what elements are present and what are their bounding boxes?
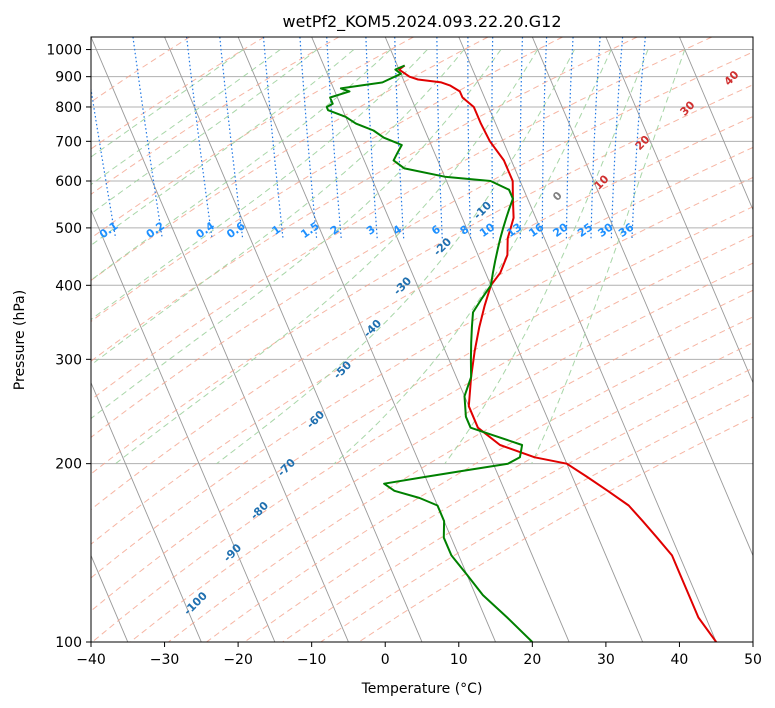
isotherm-line: [164, 37, 423, 642]
moist-adiabat-line: [91, 49, 465, 366]
isotherm-line: [679, 37, 753, 212]
dry-adiabat-line: [129, 262, 753, 642]
y-tick-label: 800: [55, 100, 82, 116]
dry-adiabat-line: [91, 115, 753, 511]
isotherm-line: [458, 37, 717, 642]
mixing-ratio-line: [186, 37, 213, 239]
x-tick-label: 40: [671, 652, 689, 668]
moist-adiabat-line: [216, 49, 575, 465]
mixing-ratio-line: [365, 37, 378, 239]
mixing-ratio-line: [491, 37, 494, 239]
x-tick-label: 0: [381, 652, 390, 668]
moist-adiabat-line: [91, 49, 502, 420]
mixing-ratio-line: [326, 37, 342, 239]
dry-adiabat-line: [168, 289, 753, 642]
y-tick-label: 500: [55, 221, 82, 237]
moist-adiabat-line: [91, 49, 428, 321]
mixing-ratio-line: [541, 37, 548, 239]
dry-adiabat-line: [91, 37, 638, 362]
x-tick-label: 30: [597, 652, 615, 668]
dry-adiabat-line: [282, 367, 753, 642]
y-tick-label: 600: [55, 174, 82, 190]
mixing-ratio-line: [610, 37, 624, 239]
dry-adiabat-line: [91, 37, 563, 323]
mixing-ratio-line: [394, 37, 405, 239]
moist-adiabat-line: [91, 49, 244, 158]
mixing-ratio-line: [299, 37, 318, 239]
x-tick-label: −10: [297, 652, 327, 668]
mixing-ratio-line: [467, 37, 472, 239]
isotherm-line: [237, 37, 496, 642]
chart-title: wetPf2_KOM5.2024.093.22.20.G12: [282, 12, 561, 32]
dry-adiabat-line: [91, 37, 713, 401]
moist-adiabat-line: [91, 49, 281, 186]
x-tick-label: −20: [223, 652, 253, 668]
y-tick-label: 300: [55, 352, 82, 368]
isotherm-line: [91, 381, 202, 642]
isotherm-line: [384, 37, 644, 642]
mixing-ratio-line: [519, 37, 524, 239]
dewpoint-profile-line: [325, 64, 533, 642]
dry-adiabat-line: [91, 37, 340, 195]
isotherm-line: [91, 208, 276, 642]
dry-adiabat-line: [91, 37, 265, 150]
y-tick-label: 200: [55, 457, 82, 473]
dry-adiabat-line: [91, 234, 753, 642]
x-tick-label: 10: [450, 652, 468, 668]
mixing-ratio-line: [262, 37, 284, 239]
isotherm-line: [605, 37, 753, 384]
isotherm-line: [91, 37, 349, 642]
dry-adiabat-line: [91, 51, 753, 438]
mixing-ratio-line: [565, 37, 574, 239]
y-axis-title: Pressure (hPa): [12, 290, 28, 390]
plot-background: [91, 37, 753, 642]
dry-adiabat-line: [91, 146, 753, 545]
moist-adiabat-line: [91, 49, 318, 215]
mixing-ratio-line: [436, 37, 443, 239]
dry-adiabat-line: [91, 84, 753, 475]
plot-frame: [90, 36, 754, 643]
mixing-ratio-line: [91, 85, 117, 239]
mixing-ratio-line: [219, 37, 244, 239]
moist-adiabat-line: [333, 49, 612, 465]
x-tick-label: −40: [76, 652, 106, 668]
moist-adiabat-line: [444, 49, 649, 464]
y-tick-label: 700: [55, 134, 82, 150]
dry-adiabat-line: [91, 176, 753, 579]
mixing-ratio-line: [132, 37, 163, 239]
y-tick-label: 1000: [46, 43, 82, 59]
y-tick-label: 400: [55, 278, 82, 294]
x-tick-label: 20: [523, 652, 541, 668]
y-tick-label: 900: [55, 70, 82, 86]
x-axis-title: Temperature (°C): [361, 681, 483, 697]
isotherm-line: [752, 37, 753, 39]
x-tick-label: −30: [150, 652, 180, 668]
mixing-ratio-line: [590, 37, 601, 239]
dry-adiabat-line: [244, 342, 753, 642]
y-tick-label: 100: [55, 635, 82, 651]
x-tick-label: 50: [744, 652, 762, 668]
mixing-ratio-line: [631, 37, 646, 239]
isotherm-line: [531, 37, 753, 557]
moist-adiabat-line: [115, 49, 539, 465]
